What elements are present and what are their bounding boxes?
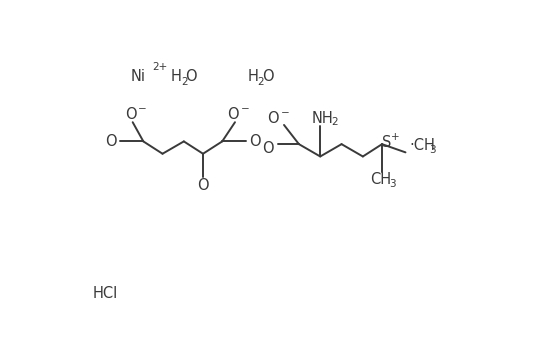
Text: 2+: 2+ xyxy=(152,62,168,72)
Text: CH: CH xyxy=(370,172,392,187)
Text: S: S xyxy=(382,135,392,150)
Text: −: − xyxy=(240,104,249,114)
Text: 2: 2 xyxy=(331,117,338,127)
Text: NH: NH xyxy=(311,111,333,126)
Text: O: O xyxy=(227,107,239,122)
Text: O: O xyxy=(262,141,274,156)
Text: O: O xyxy=(125,107,136,122)
Text: O: O xyxy=(197,178,209,193)
Text: O: O xyxy=(104,134,117,149)
Text: H: H xyxy=(171,69,182,84)
Text: HCl: HCl xyxy=(92,286,118,301)
Text: O: O xyxy=(267,111,279,126)
Text: 2: 2 xyxy=(181,77,188,87)
Text: +: + xyxy=(390,132,399,142)
Text: Ni: Ni xyxy=(130,69,146,84)
Text: 3: 3 xyxy=(429,145,436,155)
Text: H: H xyxy=(248,69,258,84)
Text: 2: 2 xyxy=(257,77,264,87)
Text: −: − xyxy=(138,104,147,114)
Text: 3: 3 xyxy=(389,179,396,189)
Text: O: O xyxy=(185,69,197,84)
Text: O: O xyxy=(249,134,261,149)
Text: O: O xyxy=(262,69,273,84)
Text: ·CH: ·CH xyxy=(409,138,434,153)
Text: −: − xyxy=(281,108,290,117)
